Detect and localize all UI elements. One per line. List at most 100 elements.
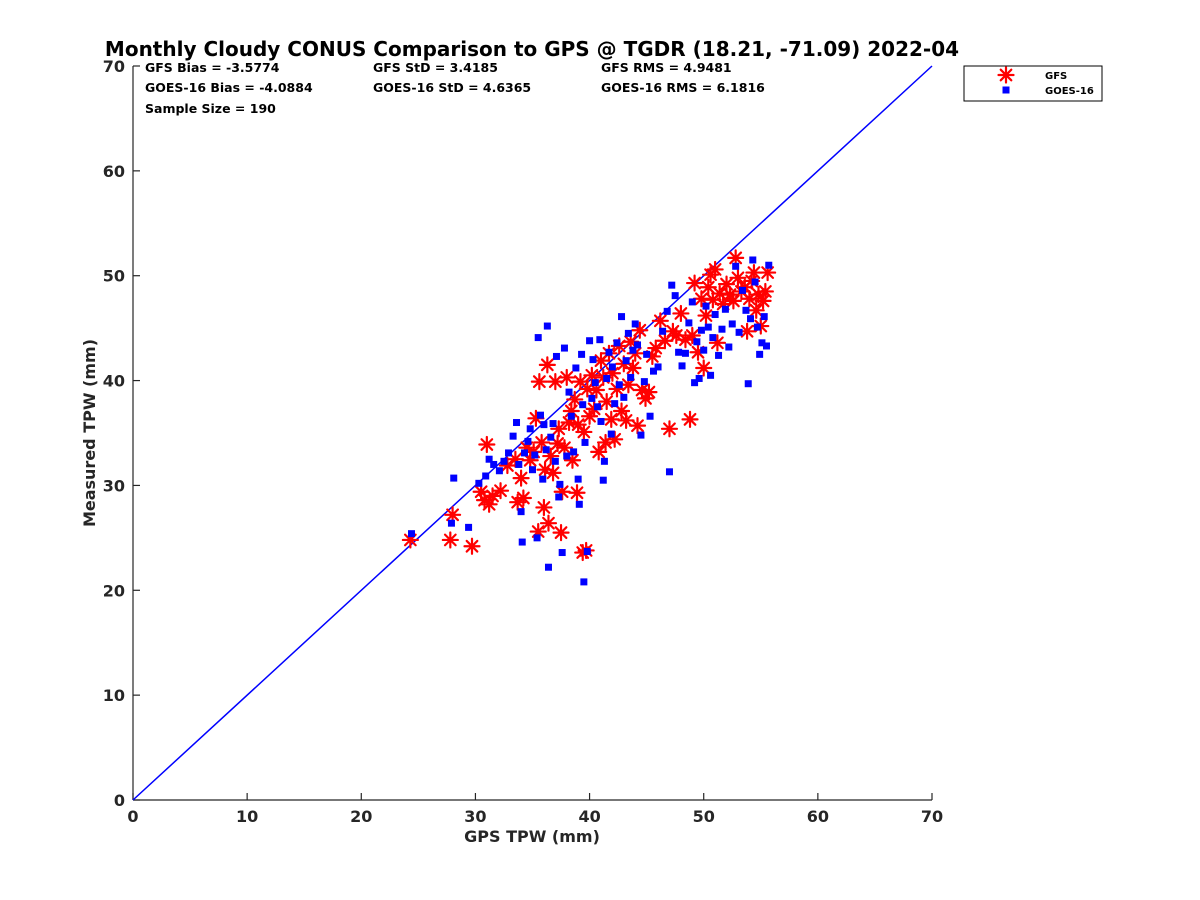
gfs-point-75 (651, 312, 669, 330)
goes16-point-100 (718, 325, 726, 333)
goes16-point-105 (735, 328, 743, 336)
goes16-point-1 (447, 519, 455, 527)
gfs-point-14 (514, 489, 532, 507)
x-tick-label-4: 40 (578, 807, 600, 826)
gfs-point-37 (563, 451, 582, 469)
goes16-point-117 (765, 261, 773, 269)
goes16-point-2 (450, 474, 458, 482)
gfs-point-32 (553, 483, 571, 501)
y-tick-label-5: 50 (103, 267, 125, 286)
goes16-point-45 (579, 401, 587, 409)
goes16-point-78 (654, 363, 662, 371)
gfs-point-84 (685, 274, 704, 292)
gfs-point-23 (536, 461, 554, 479)
gfs-point-41 (571, 373, 590, 391)
goes16-point-91 (695, 374, 703, 382)
goes16-point-29 (547, 433, 555, 441)
goes16-point-53 (594, 403, 602, 411)
goes16-point-87 (685, 319, 693, 327)
goes16-point-11 (509, 432, 517, 440)
gfs-point-46 (580, 407, 599, 425)
y-tick-label-2: 20 (103, 581, 125, 600)
gfs-point-21 (533, 433, 551, 452)
gfs-point-47 (583, 366, 601, 384)
gfs-point-56 (602, 410, 620, 428)
gfs-point-63 (617, 411, 635, 430)
goes16-point-52 (591, 379, 599, 387)
goes16-point-92 (697, 326, 705, 334)
goes16-point-101 (721, 305, 729, 313)
goes16-point-85 (678, 362, 686, 370)
gfs-point-0 (401, 531, 419, 549)
gfs-point-83 (683, 326, 701, 345)
goes16-point-25 (540, 421, 548, 429)
goes16-point-56 (599, 476, 607, 484)
goes16-point-14 (517, 508, 525, 516)
gfs-bias-text: GFS Bias = -3.5774 (145, 60, 280, 75)
goes16-point-102 (725, 343, 733, 351)
gfs-point-73 (643, 347, 661, 366)
gfs-point-35 (560, 413, 578, 432)
goes16-point-55 (597, 417, 605, 425)
gfs-point-15 (518, 439, 536, 457)
goes16-point-38 (565, 388, 573, 396)
goes16-point-47 (581, 438, 589, 446)
goes16-point-59 (605, 348, 613, 356)
gfs-point-110 (754, 292, 772, 310)
goes16-point-6 (485, 455, 493, 463)
gfs-point-26 (542, 447, 560, 465)
gfs-point-72 (640, 383, 658, 401)
goes16-point-51 (589, 356, 597, 364)
goes16-point-9 (500, 457, 508, 465)
gfs-point-19 (529, 522, 547, 541)
x-tick-label-1: 10 (236, 807, 258, 826)
goes16-point-37 (563, 452, 571, 460)
goes16-point-72 (634, 341, 642, 349)
goes16-point-34 (556, 480, 564, 488)
gfs-point-50 (590, 443, 608, 461)
gfs-point-11 (506, 450, 524, 468)
gfs-point-34 (558, 368, 576, 387)
goes16-point-61 (608, 363, 616, 371)
x-tick-label-2: 20 (350, 807, 372, 826)
goes16-point-15 (518, 538, 526, 546)
goes16-point-104 (732, 262, 740, 270)
gfs-point-2 (444, 506, 462, 524)
gfs-point-39 (568, 484, 586, 502)
goes16-point-62 (611, 400, 619, 408)
gfs-point-18 (527, 409, 545, 427)
gfs-point-97 (721, 285, 739, 304)
gfs-point-103 (738, 322, 756, 340)
goes16-point-64 (615, 381, 623, 389)
gfs-point-1 (441, 531, 459, 549)
goes16-point-103 (728, 320, 736, 328)
gfs-point-4 (472, 483, 490, 501)
gfs-point-9 (491, 482, 510, 500)
goes16-point-75 (643, 350, 651, 358)
gfs-point-65 (622, 333, 640, 351)
gfs-point-88 (697, 306, 715, 325)
gfs-point-98 (724, 292, 742, 310)
gfs-point-100 (729, 269, 747, 287)
y-axis-label: Measured TPW (mm) (80, 339, 99, 527)
goes16-point-17 (524, 437, 532, 445)
goes16-point-96 (707, 371, 715, 379)
gfs-point-29 (549, 434, 567, 453)
goes16-point-67 (622, 357, 630, 365)
legend-gfs-label: GFS (1045, 71, 1067, 82)
gfs-point-3 (463, 537, 481, 555)
gfs-point-33 (555, 439, 574, 457)
gfs-point-31 (552, 524, 570, 542)
goes16-point-112 (753, 323, 761, 331)
goes16-point-97 (709, 334, 717, 342)
x-tick-label-7: 70 (921, 807, 943, 826)
goes-bias-text: GOES-16 Bias = -4.0884 (145, 80, 313, 95)
gfs-point-16 (521, 451, 539, 469)
goes16-point-73 (637, 431, 645, 439)
gfs-point-27 (544, 464, 562, 482)
goes16-point-31 (551, 457, 559, 465)
goes16-point-58 (603, 374, 611, 382)
plot-axes (132, 66, 932, 801)
goes16-point-81 (665, 468, 673, 476)
gfs-point-82 (681, 410, 699, 428)
